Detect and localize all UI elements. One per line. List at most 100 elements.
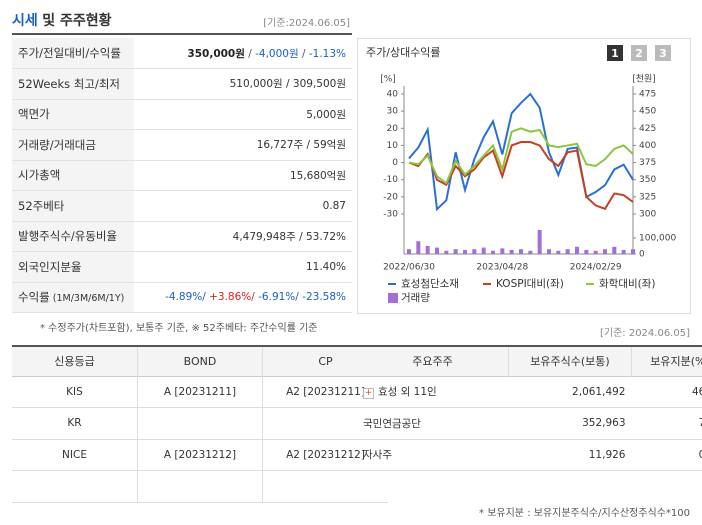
cell-text: 2,061,492	[572, 385, 626, 398]
date: [기준:2024.06.05]	[263, 18, 350, 29]
cell	[262, 407, 388, 439]
y-tick-label: 0	[392, 158, 398, 168]
cell-text: 46.02	[691, 385, 702, 398]
volume-bar	[621, 250, 626, 254]
x-tick-label: 2023/04/28	[476, 263, 528, 273]
cell	[12, 471, 138, 503]
volume-bar	[584, 250, 589, 254]
cell-text: A2 [20231211]	[286, 385, 365, 398]
series-line	[408, 92, 634, 212]
y-tick-label: 40	[387, 90, 399, 100]
row: NICE A [20231212] A2 [20231212]	[12, 439, 388, 471]
expand-icon: +	[363, 388, 374, 400]
legend-swatch	[388, 293, 398, 303]
value: 15,680억원	[289, 169, 346, 182]
value: 4,479,948주 / 53.72%	[232, 230, 346, 243]
y2-tick-label: 325	[639, 192, 656, 202]
volume-tick-label: 0	[639, 250, 645, 260]
value-part: -23.58%	[298, 291, 346, 304]
volume-bar	[500, 248, 505, 254]
series-line	[408, 127, 634, 185]
volume-tick-label: 100,000	[639, 234, 676, 244]
cell: 352,963	[509, 408, 632, 440]
cell: 자사주	[357, 439, 509, 471]
tab-label[interactable]: 3	[659, 47, 667, 60]
value: 510,000원 / 309,500원	[229, 78, 346, 91]
y2-tick-label: 300	[639, 210, 656, 220]
value-cell: 0.87	[134, 191, 352, 222]
label-cell: 거래량/거래대금	[12, 129, 134, 160]
row: 액면가 5,000원	[12, 99, 352, 130]
cell	[262, 470, 388, 502]
cell-text: 7.88	[699, 417, 702, 429]
row: 시가총액 15,680억원	[12, 160, 352, 191]
y2-tick-label: 375	[639, 158, 656, 168]
cell	[137, 407, 263, 439]
cell-text: 11,926	[588, 448, 626, 461]
header-cell: CP	[262, 346, 388, 376]
row: 발행주식수/유동비율 4,479,948주 / 53.72%	[12, 221, 352, 252]
legend-label: 효성첨단소재	[401, 278, 459, 290]
cell: 국민연금공단	[357, 408, 509, 440]
header-row: 신용등급 BOND CP	[12, 346, 388, 376]
header-cell: 신용등급	[54, 355, 95, 369]
header-cell: BOND	[137, 346, 263, 376]
header-title: 시세 및 주주현황	[12, 10, 112, 30]
legend-label: 거래량	[401, 292, 430, 304]
value: 5,000원	[306, 108, 346, 121]
holders-table: 주요주주 보유주식수(보통)보유지분(%) + 효성 외 11인 2,061,492 46…	[357, 345, 702, 471]
tab-label[interactable]: 1	[611, 47, 619, 60]
value-part: /	[298, 47, 309, 60]
cell-text: NICE	[62, 448, 87, 461]
label: 52주베타	[18, 198, 65, 213]
label-cell: 액면가	[12, 99, 134, 130]
header-row: 주요주주 보유주식수(보통)보유지분(%)	[357, 346, 702, 376]
label: 주가/전일대비/수익률	[18, 46, 121, 60]
cell: KR	[12, 408, 138, 440]
x-tick-label: 2024/02/29	[570, 263, 622, 273]
tab[interactable]	[607, 45, 623, 61]
row: 국민연금공단 352,963 7.88	[357, 408, 702, 440]
y2-tick-label: 350	[639, 175, 656, 185]
label: 외국인지분율	[18, 259, 82, 274]
label-cell: 외국인지분율	[12, 251, 134, 282]
volume-bar	[416, 241, 421, 254]
value: 0.87	[322, 199, 346, 212]
row: KIS A [20231211] A2 [20231211]	[12, 376, 388, 408]
quote-table: 주가/전일대비/수익률 350,000원 / -4,000원 / -1.13% 52…	[12, 38, 352, 313]
cell: + 효성 외 11인	[357, 376, 509, 408]
sublabel: (1M/3M/6M/1Y)	[52, 293, 125, 305]
value-cell: 350,000원 / -4,000원 / -1.13%	[134, 38, 352, 69]
rating-table: 신용등급 BOND CP KIS A [20231211] A2 [20231211] KR…	[12, 345, 388, 503]
tab[interactable]	[631, 45, 647, 61]
volume-bar	[491, 250, 495, 254]
volume-bar	[463, 250, 467, 254]
title: 시세	[12, 13, 38, 29]
cell-text: A [20231211]	[163, 385, 237, 398]
y-tick-label: 10	[387, 141, 399, 151]
y-tick-label: -20	[383, 192, 398, 202]
cell: 0.27	[632, 439, 702, 471]
cell: A [20231212]	[137, 439, 263, 471]
legend-label: 화학대비(좌)	[599, 278, 656, 290]
tab[interactable]	[655, 45, 671, 61]
y-tick-label: -30	[383, 210, 398, 220]
label-cell: 수익률 (1M/3M/6M/1Y)	[12, 282, 134, 313]
value: 16,727주 / 59억원	[256, 139, 346, 152]
cell-text: 352,963	[582, 417, 626, 430]
label-cell: 발행주식수/유동비율	[12, 221, 134, 252]
cell-text: 자사주	[363, 449, 392, 462]
row: + 효성 외 11인 2,061,492 46.02	[357, 376, 702, 408]
label: 액면가	[18, 107, 50, 122]
label-cell: 시가총액	[12, 160, 134, 191]
value-part: -6.91%/	[254, 291, 299, 304]
y-tick-label: 20	[387, 124, 399, 134]
tab-label[interactable]: 2	[635, 47, 643, 60]
value-part: /	[244, 47, 256, 60]
volume-bar	[631, 249, 635, 254]
volume-bar	[565, 249, 570, 254]
row: 52Weeks 최고/최저 510,000원 / 309,500원	[12, 68, 352, 99]
cell: 2,061,492	[509, 376, 632, 408]
footnote: * 수정주가(차트포함), 보통주 기준, ※ 52주베타: 주간수익률 기준	[40, 323, 318, 334]
